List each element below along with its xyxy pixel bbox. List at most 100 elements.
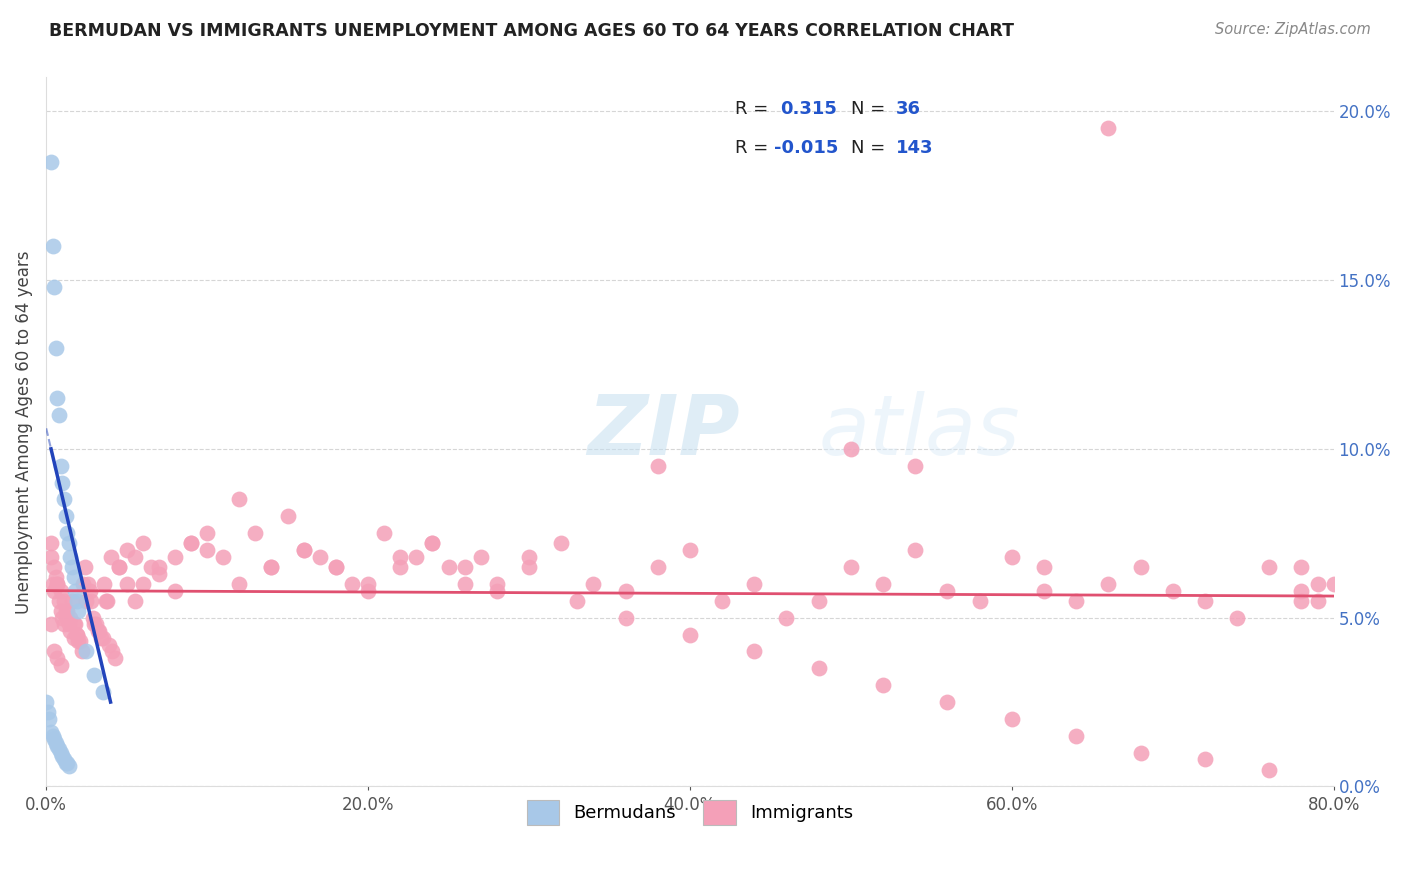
Point: [77, 577, 100, 591]
Point: [52, 492, 75, 507]
Point: [63, 583, 86, 598]
Point: [35, 695, 58, 709]
Point: [82, 610, 104, 624]
Point: [52, 594, 75, 608]
Point: [550, 536, 572, 550]
Point: [62, 631, 84, 645]
Point: [124, 549, 146, 564]
Point: [46, 651, 69, 665]
Point: [1064, 594, 1087, 608]
Point: [69, 634, 91, 648]
Point: [49, 458, 72, 473]
Point: [1291, 594, 1313, 608]
Point: [79, 583, 101, 598]
Point: [1194, 594, 1216, 608]
Point: [59, 624, 82, 639]
Point: [62, 617, 84, 632]
Point: [582, 577, 605, 591]
Point: [212, 549, 235, 564]
Point: [148, 566, 170, 581]
Point: [872, 678, 894, 692]
Point: [1306, 577, 1329, 591]
Text: BERMUDAN VS IMMIGRANTS UNEMPLOYMENT AMONG AGES 60 TO 64 YEARS CORRELATION CHART: BERMUDAN VS IMMIGRANTS UNEMPLOYMENT AMON…: [49, 22, 1014, 40]
Text: N =: N =: [851, 139, 886, 157]
Point: [46, 739, 69, 753]
Point: [139, 560, 162, 574]
Point: [1033, 583, 1056, 598]
Point: [59, 610, 82, 624]
Point: [1291, 560, 1313, 574]
Point: [56, 526, 79, 541]
Point: [60, 560, 83, 574]
Point: [115, 543, 138, 558]
Point: [86, 624, 108, 639]
Point: [470, 549, 492, 564]
Point: [46, 577, 69, 591]
Point: [180, 536, 202, 550]
Point: [39, 536, 62, 550]
Point: [1129, 560, 1152, 574]
Point: [39, 154, 62, 169]
Point: [807, 594, 830, 608]
Point: [66, 627, 89, 641]
Point: [228, 577, 250, 591]
Point: [1194, 752, 1216, 766]
Point: [44, 732, 66, 747]
Point: [59, 549, 82, 564]
Text: atlas: atlas: [818, 392, 1021, 473]
Point: [872, 577, 894, 591]
Point: [742, 644, 765, 658]
Point: [56, 756, 79, 770]
Point: [97, 638, 120, 652]
Point: [679, 543, 702, 558]
Point: [48, 408, 70, 422]
Point: [52, 752, 75, 766]
Point: [163, 549, 186, 564]
Point: [679, 627, 702, 641]
Point: [80, 594, 103, 608]
Point: [1226, 610, 1249, 624]
Point: [517, 549, 540, 564]
Text: 36: 36: [896, 100, 921, 119]
Point: [325, 560, 347, 574]
Point: [260, 560, 283, 574]
Point: [49, 657, 72, 672]
Point: [132, 577, 155, 591]
Point: [107, 560, 129, 574]
Point: [44, 583, 66, 598]
Point: [357, 577, 380, 591]
Point: [67, 604, 90, 618]
Point: [132, 536, 155, 550]
Point: [180, 536, 202, 550]
Point: [422, 536, 444, 550]
Point: [807, 661, 830, 675]
Point: [567, 594, 589, 608]
Point: [41, 729, 63, 743]
Point: [83, 617, 105, 632]
Point: [453, 560, 475, 574]
Point: [46, 577, 69, 591]
Point: [48, 742, 70, 756]
Point: [51, 475, 73, 490]
Point: [63, 617, 86, 632]
Point: [90, 631, 112, 645]
Point: [245, 526, 267, 541]
Point: [73, 560, 96, 574]
Point: [647, 458, 669, 473]
Point: [89, 624, 111, 639]
Point: [44, 560, 66, 574]
Point: [1001, 549, 1024, 564]
Point: [44, 279, 66, 293]
Point: [839, 442, 862, 456]
Point: [49, 746, 72, 760]
Text: -0.015: -0.015: [773, 139, 838, 157]
Point: [453, 577, 475, 591]
Point: [614, 583, 637, 598]
Point: [91, 685, 114, 699]
Point: [405, 549, 427, 564]
Point: [49, 583, 72, 598]
Point: [1323, 577, 1346, 591]
Text: ZIP: ZIP: [586, 392, 740, 473]
Point: [1129, 746, 1152, 760]
Point: [66, 627, 89, 641]
